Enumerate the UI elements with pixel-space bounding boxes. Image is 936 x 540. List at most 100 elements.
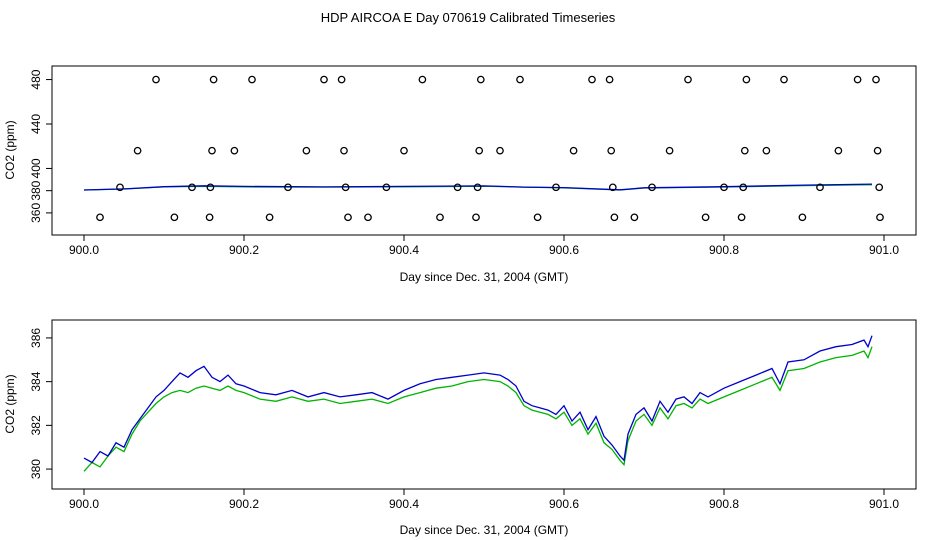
calibration-point [798, 213, 807, 222]
calibration-point [209, 75, 218, 84]
top-series-group [83, 75, 884, 222]
calibration-point [152, 75, 160, 84]
calibration-point [436, 213, 444, 222]
calibration-point [206, 183, 215, 192]
calibration-point [853, 75, 862, 84]
calibration-point [208, 146, 216, 155]
x-tick-label: 900.8 [709, 243, 739, 257]
calibration-point [834, 146, 843, 155]
calibration-point [302, 146, 311, 155]
x-tick-label: 900.8 [709, 497, 739, 511]
bottom-plot-frame [51, 319, 917, 490]
calibration-point [341, 183, 350, 192]
calibration-point [400, 146, 408, 155]
calibration-point [610, 213, 619, 222]
x-tick-label: 901.0 [869, 497, 899, 511]
calibration-point [188, 183, 196, 192]
x-tick-label: 900.4 [389, 497, 419, 511]
y-tick-label: 400 [29, 158, 43, 178]
calibration-point [630, 213, 639, 222]
calibration-point [230, 146, 239, 155]
calibration-point [364, 213, 372, 222]
calibration-point [608, 183, 617, 192]
calibration-point [876, 213, 884, 222]
x-tick-label: 900.0 [69, 243, 99, 257]
x-tick-label: 900.6 [549, 497, 579, 511]
y-tick-label: 380 [29, 459, 43, 479]
x-tick-label: 900.2 [229, 497, 259, 511]
calibration-point [344, 213, 352, 222]
y-tick-label: 440 [29, 114, 43, 134]
calibration-point [453, 183, 462, 192]
calibration-point [701, 213, 710, 222]
calibration-point [170, 213, 179, 222]
calibration-point [418, 75, 427, 84]
calibration-point [248, 75, 256, 84]
calibration-point [665, 146, 674, 155]
calibration-point [320, 75, 328, 84]
calibration-point [533, 213, 542, 222]
y-tick-label: 360 [29, 203, 43, 223]
calibration-point [605, 75, 614, 84]
top-plot-frame [51, 65, 917, 236]
calibration-point [133, 146, 142, 155]
bottom-panel: 900.0 900.2 900.4 900.6 900.8 901.0 380 382 384… [3, 319, 917, 537]
bottom-x-label: Day since Dec. 31, 2004 (GMT) [400, 523, 569, 537]
figure-title: HDP AIRCOA E Day 070619 Calibrated Times… [321, 10, 616, 25]
y-tick-label: 380 [29, 180, 43, 200]
top-panel: 900.0 900.2 900.4 900.6 900.8 901.0 360 380 400… [3, 65, 917, 284]
calibration-point [588, 75, 596, 84]
calibration-point [873, 146, 882, 155]
calibration-point [382, 183, 391, 192]
calibration-point [337, 75, 346, 84]
calibration-point [476, 75, 485, 84]
calibration-point [569, 146, 578, 155]
calibration-point [116, 183, 124, 192]
calibration-point [816, 183, 824, 192]
series-line-calibrated [83, 183, 873, 191]
y-tick-label: 386 [29, 328, 43, 348]
calibration-point [496, 146, 504, 155]
x-tick-label: 900.4 [389, 243, 419, 257]
top-x-label: Day since Dec. 31, 2004 (GMT) [400, 270, 569, 284]
y-tick-label: 384 [29, 371, 43, 391]
calibration-point [96, 213, 104, 222]
calibration-point [473, 183, 482, 192]
x-tick-label: 900.0 [69, 497, 99, 511]
calibration-point [720, 183, 728, 192]
calibration-point [475, 146, 484, 155]
top-y-axis: 360 380 400 440 480 [29, 69, 53, 223]
x-tick-label: 900.2 [229, 243, 259, 257]
calibration-point [340, 146, 348, 155]
calibration-point [648, 183, 656, 192]
calibration-point [516, 75, 524, 84]
calibration-point [284, 183, 292, 192]
series-line-reference [83, 346, 873, 472]
y-tick-label: 480 [29, 69, 43, 89]
calibration-point [737, 213, 746, 222]
bottom-y-label: CO2 (ppm) [3, 374, 17, 433]
calibration-point [552, 183, 560, 192]
bottom-series-group [83, 335, 873, 472]
calibration-point [265, 213, 274, 222]
series-line-calibrated [83, 335, 873, 464]
calibration-point [762, 146, 771, 155]
top-y-label: CO2 (ppm) [3, 120, 17, 179]
bottom-x-axis: 900.0 900.2 900.4 900.6 900.8 901.0 [69, 488, 899, 511]
x-tick-label: 901.0 [869, 243, 899, 257]
calibration-point [780, 75, 788, 84]
calibration-point [872, 75, 880, 84]
y-tick-label: 382 [29, 415, 43, 435]
calibration-point [742, 75, 751, 84]
x-tick-label: 900.6 [549, 243, 579, 257]
calibration-point [740, 146, 749, 155]
calibration-point [875, 183, 884, 192]
calibration-point [607, 146, 616, 155]
top-x-axis: 900.0 900.2 900.4 900.6 900.8 901.0 [69, 234, 899, 257]
calibration-point [205, 213, 214, 222]
calibration-point [739, 183, 748, 192]
calibration-point [684, 75, 692, 84]
calibration-point [472, 213, 480, 222]
bottom-y-axis: 380 382 384 386 [29, 328, 53, 479]
